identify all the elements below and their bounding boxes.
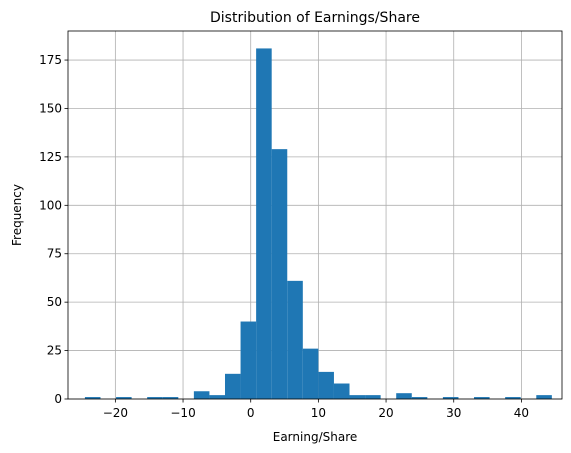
histogram-bar <box>241 322 257 399</box>
histogram-bar <box>334 384 350 399</box>
x-tick-label: 10 <box>311 406 326 420</box>
histogram-bar <box>396 393 412 399</box>
x-tick-label: 20 <box>378 406 393 420</box>
x-tick-label: −10 <box>170 406 195 420</box>
histogram-bar <box>365 395 381 399</box>
y-tick-label: 0 <box>54 392 62 406</box>
chart-title: Distribution of Earnings/Share <box>210 10 420 26</box>
y-tick-label: 175 <box>39 53 62 67</box>
histogram-bar <box>350 395 366 399</box>
histogram-bar <box>318 372 334 399</box>
x-axis-label: Earning/Share <box>273 430 358 444</box>
x-tick-label: 30 <box>446 406 461 420</box>
histogram-bar <box>256 48 272 399</box>
histogram-bar <box>272 149 288 399</box>
y-tick-label: 50 <box>47 295 62 309</box>
y-tick-label: 100 <box>39 198 62 212</box>
x-tick-label: 0 <box>247 406 255 420</box>
y-tick-label: 25 <box>47 344 62 358</box>
histogram-bar <box>194 391 210 399</box>
y-axis-label: Frequency <box>10 184 24 246</box>
y-tick-label: 75 <box>47 247 62 261</box>
y-tick-label: 125 <box>39 150 62 164</box>
histogram-bar <box>303 349 319 399</box>
x-tick-label: 40 <box>514 406 529 420</box>
histogram-bar <box>225 374 241 399</box>
histogram-bar <box>287 281 303 399</box>
histogram-bar <box>536 395 552 399</box>
x-tick-label: −20 <box>103 406 128 420</box>
histogram-bar <box>209 395 225 399</box>
y-tick-label: 150 <box>39 101 62 115</box>
